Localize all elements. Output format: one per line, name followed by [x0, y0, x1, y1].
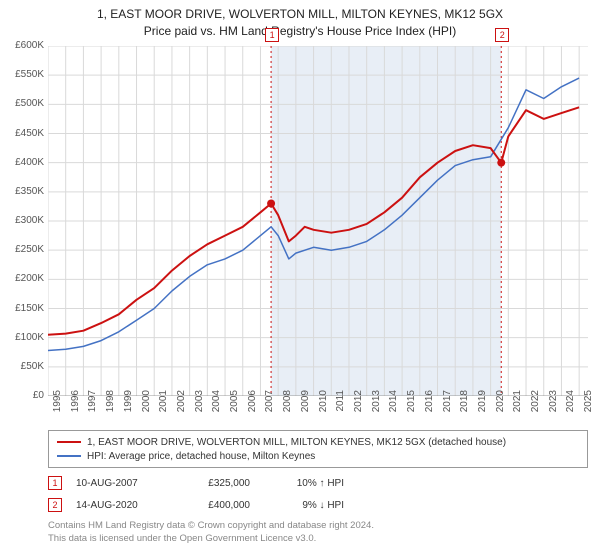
legend-label: HPI: Average price, detached house, Milt… — [87, 451, 315, 462]
y-tick-label: £350K — [4, 186, 44, 197]
x-tick-label: 2004 — [211, 390, 222, 420]
x-tick-label: 1995 — [52, 390, 63, 420]
x-tick-label: 2011 — [335, 390, 346, 420]
chart-area — [48, 46, 588, 396]
x-tick-label: 2025 — [583, 390, 594, 420]
y-tick-label: £550K — [4, 69, 44, 80]
event-marker-1: 1 — [48, 476, 62, 490]
legend: 1, EAST MOOR DRIVE, WOLVERTON MILL, MILT… — [48, 430, 588, 468]
x-tick-label: 2023 — [548, 390, 559, 420]
x-tick-label: 2008 — [282, 390, 293, 420]
y-tick-label: £250K — [4, 244, 44, 255]
x-tick-label: 2012 — [353, 390, 364, 420]
x-tick-label: 2007 — [264, 390, 275, 420]
y-tick-label: £400K — [4, 157, 44, 168]
x-tick-label: 2015 — [406, 390, 417, 420]
x-tick-label: 2018 — [459, 390, 470, 420]
y-tick-label: £300K — [4, 215, 44, 226]
x-tick-label: 1998 — [105, 390, 116, 420]
event-price: £325,000 — [180, 478, 250, 489]
x-tick-label: 2022 — [530, 390, 541, 420]
chart-container: 1, EAST MOOR DRIVE, WOLVERTON MILL, MILT… — [0, 0, 600, 560]
x-tick-label: 2021 — [512, 390, 523, 420]
event-data-rows: 1 10-AUG-2007 £325,000 10% ↑ HPI 2 14-AU… — [48, 472, 588, 516]
x-tick-label: 2020 — [495, 390, 506, 420]
x-tick-label: 2002 — [176, 390, 187, 420]
footnote-line-2: This data is licensed under the Open Gov… — [48, 533, 588, 546]
x-tick-label: 2003 — [194, 390, 205, 420]
x-tick-label: 1996 — [70, 390, 81, 420]
event-date: 10-AUG-2007 — [76, 478, 166, 489]
x-tick-label: 2001 — [158, 390, 169, 420]
title-line-1: 1, EAST MOOR DRIVE, WOLVERTON MILL, MILT… — [0, 6, 600, 23]
x-tick-label: 2013 — [371, 390, 382, 420]
y-tick-label: £200K — [4, 273, 44, 284]
x-tick-label: 2005 — [229, 390, 240, 420]
y-tick-label: £450K — [4, 128, 44, 139]
y-tick-label: £50K — [4, 361, 44, 372]
x-tick-label: 2019 — [477, 390, 488, 420]
y-tick-label: £100K — [4, 332, 44, 343]
x-tick-label: 1999 — [123, 390, 134, 420]
y-tick-label: £500K — [4, 98, 44, 109]
x-tick-label: 1997 — [87, 390, 98, 420]
title-block: 1, EAST MOOR DRIVE, WOLVERTON MILL, MILT… — [0, 0, 600, 40]
footnote: Contains HM Land Registry data © Crown c… — [48, 520, 588, 546]
chart-svg — [48, 46, 588, 396]
event-marker-box: 2 — [495, 28, 509, 42]
x-tick-label: 2009 — [300, 390, 311, 420]
legend-item: 1, EAST MOOR DRIVE, WOLVERTON MILL, MILT… — [57, 435, 579, 449]
x-tick-label: 2000 — [141, 390, 152, 420]
legend-swatch-property — [57, 441, 81, 443]
legend-swatch-hpi — [57, 455, 81, 457]
event-marker-2: 2 — [48, 498, 62, 512]
event-date: 14-AUG-2020 — [76, 500, 166, 511]
y-tick-label: £150K — [4, 303, 44, 314]
title-line-2: Price paid vs. HM Land Registry's House … — [0, 23, 600, 40]
event-pct: 9% ↓ HPI — [264, 500, 344, 511]
x-tick-label: 2024 — [565, 390, 576, 420]
event-row: 1 10-AUG-2007 £325,000 10% ↑ HPI — [48, 472, 588, 494]
x-tick-label: 2016 — [424, 390, 435, 420]
footnote-line-1: Contains HM Land Registry data © Crown c… — [48, 520, 588, 533]
event-pct: 10% ↑ HPI — [264, 478, 344, 489]
x-tick-label: 2017 — [442, 390, 453, 420]
x-tick-label: 2014 — [388, 390, 399, 420]
legend-label: 1, EAST MOOR DRIVE, WOLVERTON MILL, MILT… — [87, 437, 506, 448]
x-tick-label: 2010 — [318, 390, 329, 420]
event-price: £400,000 — [180, 500, 250, 511]
y-tick-label: £600K — [4, 40, 44, 51]
x-tick-label: 2006 — [247, 390, 258, 420]
legend-item: HPI: Average price, detached house, Milt… — [57, 449, 579, 463]
y-tick-label: £0 — [4, 390, 44, 401]
event-marker-box: 1 — [265, 28, 279, 42]
event-row: 2 14-AUG-2020 £400,000 9% ↓ HPI — [48, 494, 588, 516]
